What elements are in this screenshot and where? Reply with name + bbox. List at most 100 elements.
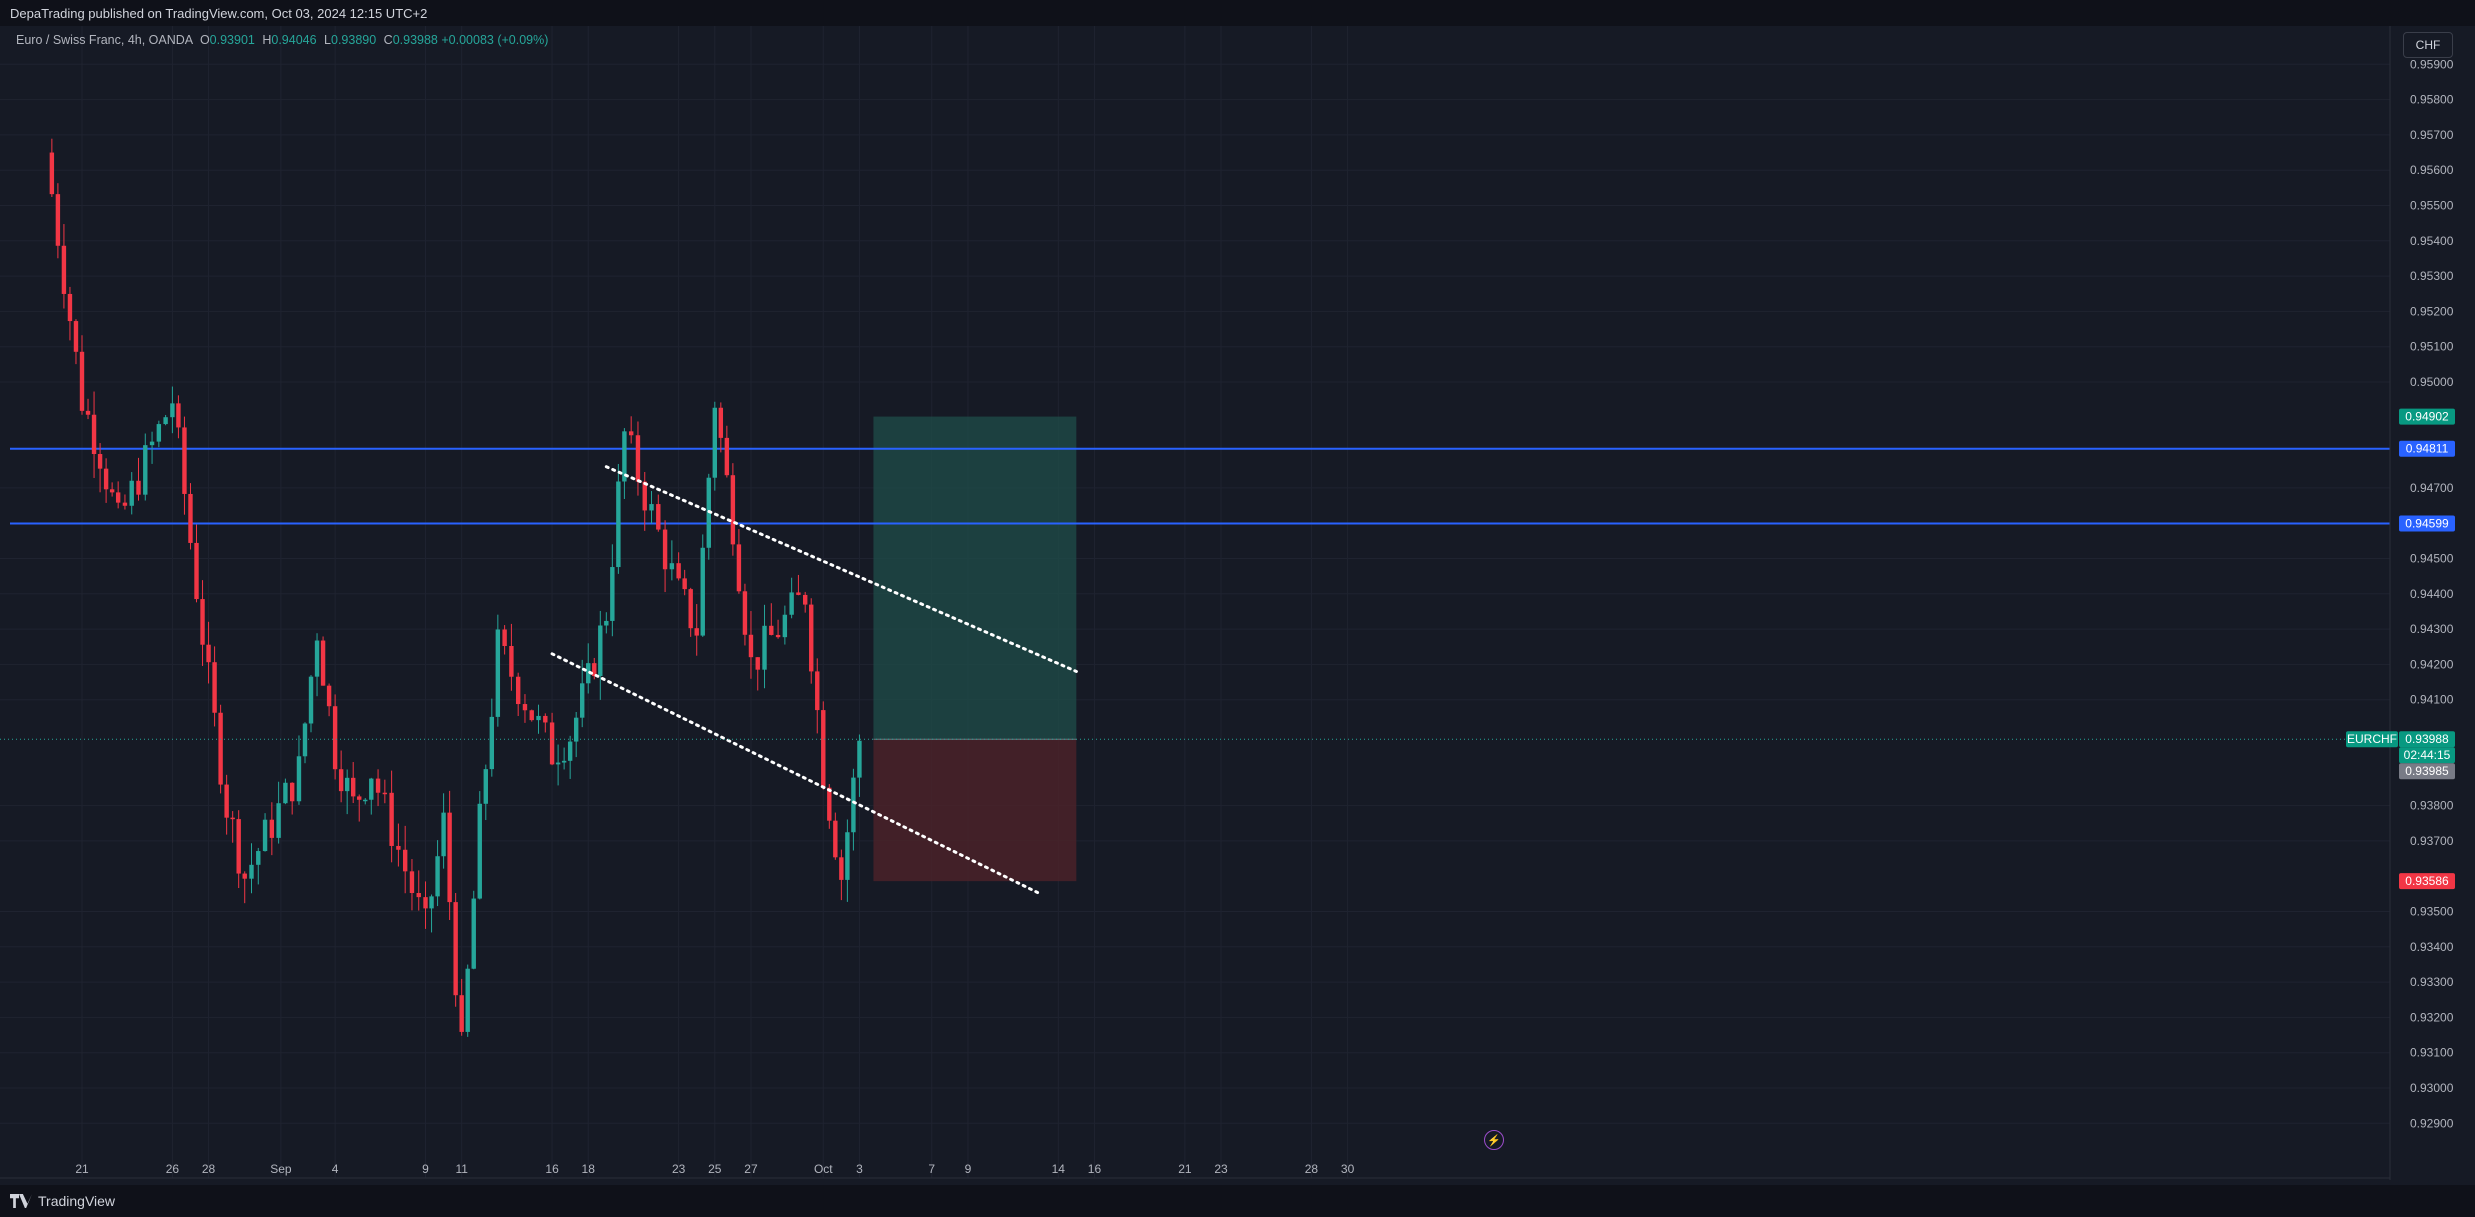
candle-body — [163, 417, 168, 425]
candle-body — [423, 897, 428, 909]
level-price-label-bg — [2399, 440, 2455, 457]
candle-body — [97, 454, 103, 469]
candle-body — [796, 592, 801, 595]
candle-body — [194, 542, 199, 600]
candles — [49, 138, 862, 1037]
target-zone — [873, 416, 1077, 740]
candle-body — [536, 715, 541, 721]
time-tick-label: 28 — [202, 1162, 216, 1176]
change-value: +0.00083 (+0.09%) — [441, 33, 549, 47]
candle-body — [712, 407, 717, 478]
symbol-tag-label-bg — [2346, 731, 2398, 748]
stop-zone — [873, 739, 1077, 882]
candle-body — [748, 634, 754, 658]
tradingview-logo-icon — [10, 1194, 32, 1208]
countdown-label-bg — [2399, 747, 2455, 764]
last-price-label-bg — [2399, 731, 2455, 748]
time-tick-label: 25 — [708, 1162, 722, 1176]
price-tick-label: 0.92900 — [2410, 1116, 2454, 1130]
candle-body — [224, 784, 229, 818]
candle-body — [598, 625, 603, 677]
candle-body — [332, 706, 338, 770]
bid-price-label-text: 0.93985 — [2405, 764, 2449, 778]
candle-body — [156, 424, 162, 442]
price-tick-label: 0.95100 — [2410, 340, 2454, 354]
time-tick-label: 16 — [1088, 1162, 1102, 1176]
time-tick-label: Oct — [814, 1162, 833, 1176]
axes: 0.95900 0.95800 0.95700 0.95600 0.95500 0.954… — [0, 26, 2475, 1185]
time-tick-label: 21 — [75, 1162, 89, 1176]
low-value: 0.93890 — [331, 33, 377, 47]
candle-body — [314, 640, 320, 677]
candle-body — [549, 722, 555, 765]
candle-body — [586, 663, 591, 684]
stop-price-label-bg — [2399, 873, 2455, 890]
candle-body — [230, 817, 235, 820]
symbol-name: Euro / Swiss Franc, 4h, OANDA — [16, 33, 193, 47]
candle-body — [344, 777, 350, 792]
candle-body — [815, 671, 820, 711]
candle-body — [256, 851, 261, 865]
bid-price-label-bg — [2399, 763, 2455, 780]
candle-body — [79, 351, 85, 411]
price-axis — [2390, 26, 2475, 1185]
candle-body — [821, 710, 826, 788]
candle-body — [502, 629, 507, 646]
price-tick-label: 0.93100 — [2410, 1046, 2454, 1060]
candle-body — [67, 293, 73, 322]
countdown-label-text: 02:44:15 — [2404, 748, 2451, 762]
candle-body — [276, 803, 281, 838]
candle-body — [269, 819, 275, 838]
horizontal-levels[interactable] — [10, 447, 2390, 525]
stop-price-label-text: 0.93586 — [2405, 874, 2449, 888]
candle-body — [206, 644, 211, 663]
candle-body — [845, 832, 850, 880]
candle-body — [724, 437, 730, 476]
candle-body — [628, 431, 634, 436]
candle-body — [441, 812, 446, 857]
candle-body — [483, 769, 488, 804]
candle-body — [262, 819, 268, 852]
symbol-legend[interactable]: Euro / Swiss Franc, 4h, OANDA O0.93901 H… — [16, 33, 548, 47]
price-tick-label: 0.93000 — [2410, 1081, 2454, 1095]
candle-body — [789, 592, 794, 615]
candle-body — [782, 614, 788, 638]
price-tick-label: 0.93300 — [2410, 975, 2454, 989]
currency-button[interactable]: CHF — [2403, 32, 2453, 58]
trendlines[interactable] — [550, 465, 1078, 896]
candle-body — [149, 441, 155, 446]
candle-body — [242, 873, 247, 879]
brand-name: TradingView — [38, 1193, 116, 1209]
candle-body — [769, 625, 774, 635]
price-labels: 0.94902 0.94811 0.94599 EURCHF 0.93988 02:44:… — [0, 408, 2455, 890]
lightning-icon[interactable]: ⚡ — [1484, 1130, 1504, 1150]
candle-body — [308, 676, 314, 724]
candle-body — [55, 194, 61, 246]
candle-body — [115, 492, 121, 503]
candle-body — [218, 712, 223, 785]
price-tick-label: 0.95400 — [2410, 234, 2454, 248]
target-price-label: 0.94902 — [2399, 408, 2455, 425]
candle-body — [375, 778, 381, 793]
symbol-tag-label-text: EURCHF — [2347, 732, 2397, 746]
price-tick-label: 0.95500 — [2410, 199, 2454, 213]
position-zones — [873, 416, 1077, 882]
trendline-dotted — [604, 465, 1078, 673]
candle-body — [561, 760, 567, 763]
open-label: O — [199, 33, 210, 47]
candle-body — [592, 663, 597, 677]
time-tick-label: 23 — [672, 1162, 686, 1176]
candle-body — [676, 563, 681, 579]
price-chart[interactable]: 0.95900 0.95800 0.95700 0.95600 0.95500 0.954… — [0, 0, 2475, 1185]
candle-body — [509, 645, 514, 677]
target-price-label-text: 0.94902 — [2405, 410, 2449, 424]
candle-body — [182, 427, 187, 494]
level-price-label: 0.94599 — [2399, 515, 2455, 532]
close-label: C — [383, 33, 393, 47]
candle-body — [662, 529, 668, 570]
candle-body — [529, 710, 534, 721]
candle-body — [91, 414, 97, 455]
candle-body — [730, 475, 736, 545]
tradingview-brand[interactable]: TradingView — [10, 1193, 115, 1209]
candle-body — [489, 716, 495, 770]
